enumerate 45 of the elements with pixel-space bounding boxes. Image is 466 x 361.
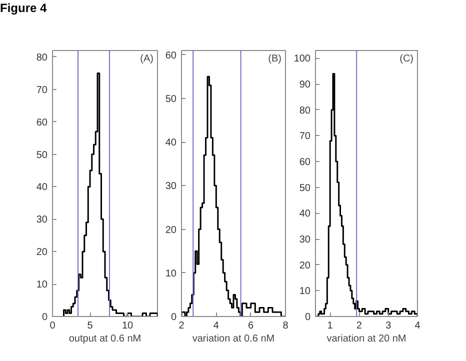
y-tick-label: 0	[304, 312, 311, 323]
x-tick-label: 10	[122, 320, 134, 332]
y-tick-label: 20	[165, 224, 177, 236]
y-tick-label: 10	[165, 268, 177, 280]
y-tick-label: 70	[36, 84, 48, 96]
x-axis-title: variation at 0.6 nM	[192, 334, 275, 344]
y-tick-label: 10	[36, 280, 48, 291]
y-tick-label: 0	[170, 312, 177, 323]
y-tick-label: 100	[294, 54, 311, 65]
x-tick-label: 8	[282, 320, 289, 332]
y-tick-label: 30	[165, 181, 177, 192]
y-tick-label: 60	[299, 157, 311, 168]
y-tick-label: 60	[165, 50, 177, 62]
x-tick-label: 4	[213, 320, 220, 332]
x-axis-title: variation at 20 nM	[326, 334, 406, 344]
y-tick-label: 20	[299, 260, 311, 272]
y-tick-label: 20	[36, 247, 48, 258]
y-tick-label: 80	[36, 52, 48, 64]
chart-title: Figure 4	[0, 0, 47, 17]
x-tick-label: 6	[248, 320, 254, 332]
y-tick-label: 40	[36, 182, 48, 194]
annotation: (C)	[400, 54, 414, 64]
x-tick-label: 2	[178, 320, 185, 332]
y-tick-label: 70	[299, 131, 311, 142]
x-tick-label: 2	[356, 320, 362, 332]
y-tick-label: 30	[36, 214, 48, 226]
y-tick-label: 90	[299, 80, 311, 91]
y-tick-label: 40	[299, 208, 311, 220]
x-tick-label: 5	[87, 320, 94, 332]
y-tick-label: 60	[36, 117, 48, 128]
annotation: (B)	[268, 54, 282, 64]
annotation: (A)	[140, 54, 154, 64]
y-tick-label: 80	[299, 105, 311, 116]
x-tick-label: 3	[386, 320, 392, 332]
x-tick-label: 1	[327, 320, 334, 332]
y-tick-label: 50	[165, 94, 177, 105]
y-tick-label: 10	[299, 286, 311, 298]
y-tick-label: 30	[299, 234, 311, 246]
x-tick-label: 0	[50, 320, 56, 332]
y-tick-label: 50	[36, 150, 48, 161]
y-tick-label: 50	[299, 182, 311, 194]
y-tick-label: 40	[165, 138, 177, 149]
y-tick-label: 0	[42, 312, 48, 323]
x-axis-title: output at 0.6 nM	[68, 334, 142, 344]
x-tick-label: 4	[414, 320, 421, 332]
